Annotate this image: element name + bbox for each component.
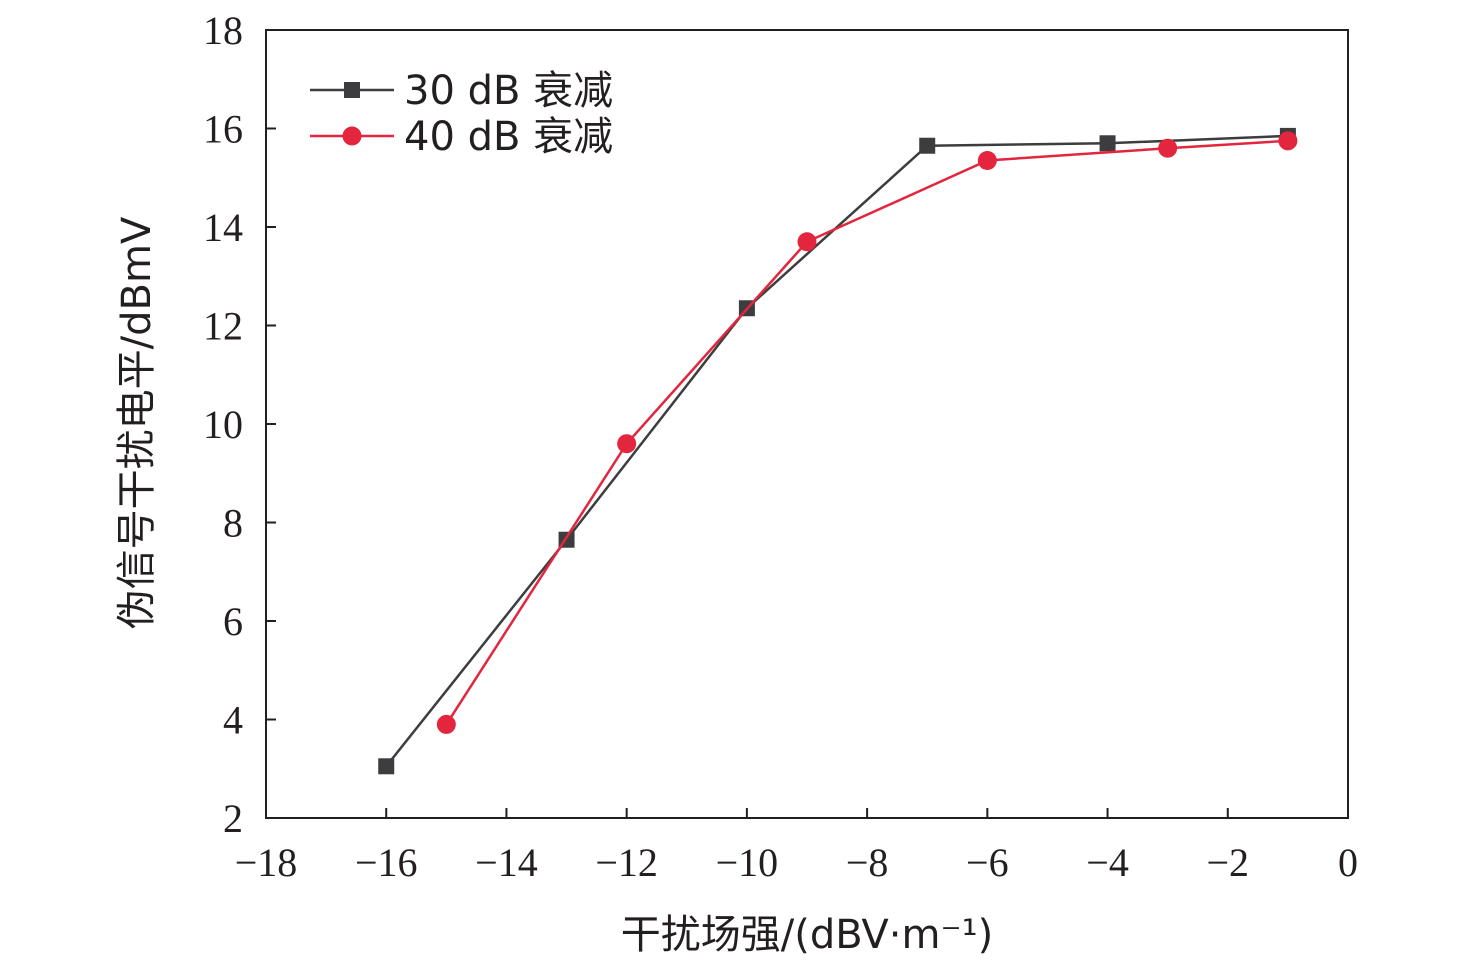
series-line (385, 134, 1288, 768)
y-tick-label: 2 (223, 796, 243, 841)
x-tick-label: 0 (1338, 840, 1358, 885)
legend-item-1: 30 dB 衰减 (310, 68, 613, 114)
legend-label: 30 dB 衰减 (404, 68, 613, 114)
x-tick-label: −8 (846, 840, 889, 885)
legend-marker (342, 126, 362, 146)
data-point (1278, 131, 1298, 151)
axes: −18 −16 −14 −12 −10 −8 −6 −4 −2 0 2 4 6 8 10 12 14 16 18 (203, 8, 1358, 885)
y-tick-label: 14 (203, 205, 243, 250)
data-point (617, 434, 637, 454)
data-point (1099, 135, 1116, 152)
y-tick-label: 12 (203, 304, 243, 349)
x-tick-label: −18 (235, 840, 298, 885)
x-tick-label: −6 (966, 840, 1009, 885)
y-tick-label: 6 (223, 599, 243, 644)
series-line (445, 139, 1288, 726)
y-tick-label: 8 (223, 501, 243, 546)
legend-marker (344, 82, 360, 98)
y-tick-label: 10 (203, 402, 243, 447)
x-tick-label: −10 (716, 840, 779, 885)
x-axis-title: 干扰场强/(dBV·m⁻¹) (621, 912, 993, 958)
data-point (797, 232, 817, 252)
y-tick-label: 4 (223, 698, 243, 743)
data-point (1158, 138, 1178, 158)
legend-item-2: 40 dB 衰减 (310, 114, 613, 160)
series-1 (378, 127, 1296, 775)
data-point (378, 758, 395, 775)
series-layer (378, 127, 1298, 775)
x-tick-label: −12 (595, 840, 658, 885)
x-tick-label: −2 (1206, 840, 1249, 885)
y-tick-label: 18 (203, 8, 243, 53)
x-tick-label: −16 (355, 840, 418, 885)
x-tick-label: −14 (475, 840, 538, 885)
data-point (436, 714, 456, 734)
legend-label: 40 dB 衰减 (404, 114, 613, 160)
data-point (919, 137, 936, 154)
data-point (977, 151, 997, 171)
series-2 (436, 131, 1298, 734)
x-tick-label: −4 (1086, 840, 1129, 885)
y-tick-label: 16 (203, 107, 243, 152)
y-axis-title: 伪信号干扰电平/dBmV (114, 216, 160, 629)
